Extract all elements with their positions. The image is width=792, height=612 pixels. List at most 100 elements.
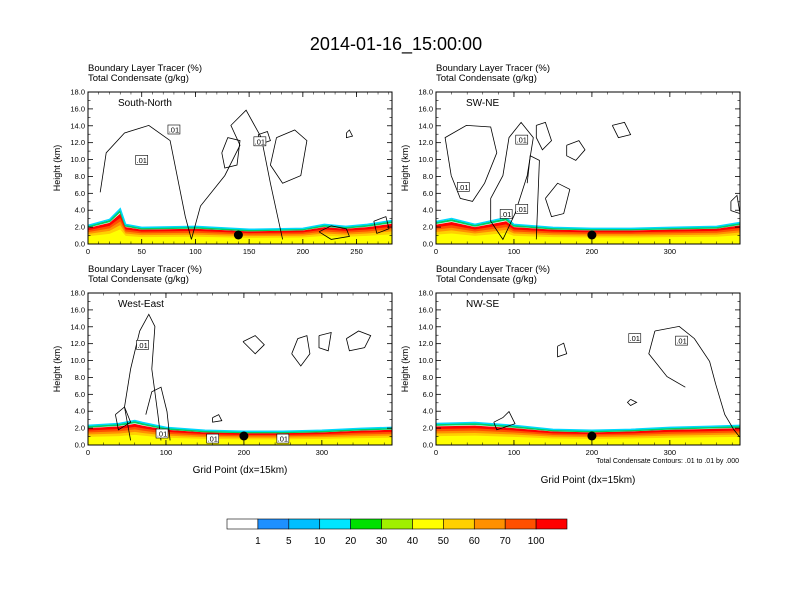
colorbar: 1 5 10 20 30 40 50 60 70 100 xyxy=(226,518,568,547)
panel-contour-title: Total Condensate (g/kg) xyxy=(88,73,189,84)
panel-name: West-East xyxy=(118,299,164,310)
x-tick-label: 100 xyxy=(508,448,521,457)
y-tick-label: 8.0 xyxy=(423,373,433,382)
y-tick-label: 0.0 xyxy=(75,240,85,249)
colorbar-box xyxy=(350,518,382,530)
condensate-contour xyxy=(191,109,283,240)
y-tick-label: 6.0 xyxy=(423,390,433,399)
panel-name: South-North xyxy=(118,98,172,109)
condensate-contour xyxy=(493,410,516,431)
contour-label: .01 xyxy=(675,335,688,346)
main-title: 2014-01-16_15:00:00 xyxy=(310,34,482,55)
condensate-contour xyxy=(557,342,568,358)
y-tick-label: 0.0 xyxy=(75,441,85,450)
y-tick-label: 0.0 xyxy=(423,441,433,450)
y-tick-label: 14.0 xyxy=(418,322,433,331)
x-tick-label: 200 xyxy=(297,247,310,256)
contour-label-text: .01 xyxy=(207,435,217,444)
y-tick-label: 6.0 xyxy=(75,390,85,399)
x-axis-label: Grid Point (dx=15km) xyxy=(541,475,636,486)
contour-label: .01 xyxy=(456,182,470,192)
x-tick-label: 0 xyxy=(434,247,438,256)
y-tick-label: 14.0 xyxy=(70,322,85,331)
x-tick-label: 50 xyxy=(138,247,146,256)
panel-frame xyxy=(87,91,393,245)
colorbar-label: 40 xyxy=(407,536,419,547)
condensate-contour xyxy=(648,330,686,388)
location-marker xyxy=(587,230,597,240)
y-tick-label: 6.0 xyxy=(423,189,433,198)
x-tick-label: 100 xyxy=(508,247,521,256)
y-tick-label: 8.0 xyxy=(75,373,85,382)
x-tick-label: 300 xyxy=(664,247,677,256)
contour-label: .01 xyxy=(155,428,169,439)
tracer-edge xyxy=(436,216,740,230)
y-tick-label: 12.0 xyxy=(70,138,85,147)
colorbar-box xyxy=(535,518,568,530)
panels: Boundary Layer Tracer (%)Total Condensat… xyxy=(52,63,741,486)
x-tick-label: 200 xyxy=(586,247,599,256)
x-tick-label: 200 xyxy=(238,448,251,457)
contour-label: .01 xyxy=(276,433,290,444)
tracer-edge xyxy=(436,218,740,231)
tracer-band xyxy=(88,229,392,244)
y-tick-label: 2.0 xyxy=(75,223,85,232)
colorbar-label: 1 xyxy=(255,536,261,547)
condensate-contour xyxy=(346,129,354,139)
condensate-contour xyxy=(526,155,540,240)
contour-label: .01 xyxy=(253,136,267,146)
colorbar-box xyxy=(504,518,537,530)
panel-field-title: Boundary Layer Tracer (%) xyxy=(88,264,202,275)
contour-label-text: .01 xyxy=(169,126,179,135)
tracer-edge xyxy=(88,207,392,231)
tracer-edge xyxy=(436,421,740,432)
contour-label: .01 xyxy=(135,155,149,165)
condensate-contour xyxy=(99,124,192,240)
x-tick-label: 300 xyxy=(316,448,329,457)
tracer-edge xyxy=(436,423,740,433)
condensate-contour xyxy=(318,331,332,352)
panel-frame xyxy=(435,91,741,245)
panel-field-title: Boundary Layer Tracer (%) xyxy=(436,264,550,275)
condensate-contour xyxy=(626,399,638,406)
x-tick-label: 300 xyxy=(664,448,677,457)
condensate-contour xyxy=(545,182,571,218)
panel-name: SW-NE xyxy=(466,98,499,109)
y-tick-label: 14.0 xyxy=(418,121,433,130)
panel-name: NW-SE xyxy=(466,299,499,310)
colorbar-label: 5 xyxy=(286,536,292,547)
condensate-contour xyxy=(269,129,308,184)
x-tick-label: 0 xyxy=(86,247,90,256)
colorbar-box xyxy=(412,518,444,530)
y-tick-label: 4.0 xyxy=(75,206,85,215)
y-tick-label: 18.0 xyxy=(70,88,85,97)
colorbar-label: 10 xyxy=(314,536,326,547)
condensate-contour xyxy=(115,406,132,431)
y-tick-label: 16.0 xyxy=(70,305,85,314)
y-tick-label: 16.0 xyxy=(418,104,433,113)
colorbar-box xyxy=(288,518,321,530)
panel-field-title: Boundary Layer Tracer (%) xyxy=(436,63,550,74)
panel-frame xyxy=(435,292,741,446)
contour-label: .01 xyxy=(628,333,642,343)
y-tick-label: 2.0 xyxy=(423,223,433,232)
y-tick-label: 10.0 xyxy=(70,356,85,365)
contour-label: .01 xyxy=(515,204,529,214)
y-tick-label: 0.0 xyxy=(423,240,433,249)
tracer-band xyxy=(436,233,740,244)
y-axis-label: Height (km) xyxy=(400,346,410,393)
condensate-contour xyxy=(242,335,265,355)
condensate-contour xyxy=(611,121,632,139)
x-axis-label: Grid Point (dx=15km) xyxy=(193,465,288,476)
y-tick-label: 10.0 xyxy=(70,155,85,164)
panel-field-title: Boundary Layer Tracer (%) xyxy=(88,63,202,74)
panel-south-north: Boundary Layer Tracer (%)Total Condensat… xyxy=(52,63,393,256)
y-tick-label: 6.0 xyxy=(75,189,85,198)
condensate-contour xyxy=(444,124,498,202)
colorbar-label: 60 xyxy=(469,536,481,547)
contour-label: .01 xyxy=(515,134,529,145)
contour-label-text: .01 xyxy=(501,210,511,219)
contour-label-text: .01 xyxy=(517,205,527,214)
x-tick-label: 150 xyxy=(243,247,256,256)
